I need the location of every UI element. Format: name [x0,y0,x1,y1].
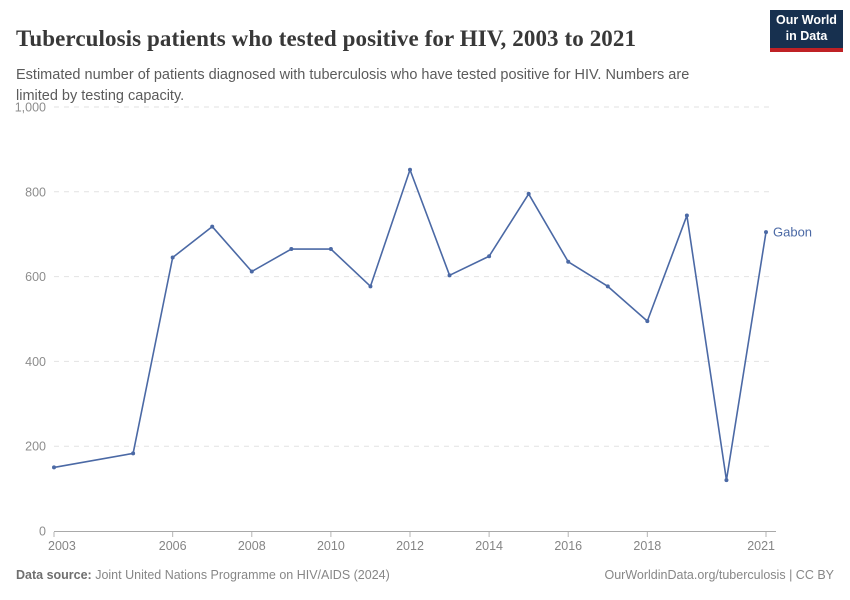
y-axis-tick-label: 0 [39,525,46,539]
entity-label[interactable]: Gabon [773,225,812,240]
owid-logo-line2: in Data [785,29,828,43]
attribution-note: OurWorldinData.org/tuberculosis | CC BY [604,568,834,582]
data-point-marker[interactable] [645,319,650,324]
line-chart-svg: 0 200 400 600 800 1,000 2003 2006 2008 2010 2012 20… [15,101,812,554]
data-point-marker[interactable] [408,167,412,172]
x-axis-tick-label: 2018 [633,539,661,553]
data-point-marker[interactable] [249,269,254,274]
owid-logo-accent-bar [770,48,843,52]
line-chart: 0 200 400 600 800 1,000 2003 2006 2008 2010 2012 20… [0,90,850,560]
data-point-marker[interactable] [210,224,215,229]
y-axis-tick-label: 800 [25,185,46,199]
x-axis-tick-label: 2021 [747,539,775,553]
owid-logo-line1: Our World [776,13,837,28]
data-point-marker[interactable] [724,478,729,483]
data-point-marker[interactable] [328,247,333,252]
chart-subtitle: Estimated number of patients diagnosed w… [16,66,690,104]
x-axis-tick-label: 2016 [554,539,582,553]
data-point-marker[interactable] [605,284,610,289]
chart-footer: Data source: Joint United Nations Progra… [16,568,834,582]
data-source-text: Joint United Nations Programme on HIV/AI… [91,568,390,582]
owid-logo[interactable]: Our World in Data [770,10,843,52]
license-label: CC BY [795,568,834,582]
data-point-marker[interactable] [52,465,56,470]
data-point-marker[interactable] [170,255,175,260]
data-point-marker[interactable] [131,451,136,456]
data-source-note: Data source: Joint United Nations Progra… [16,568,390,582]
footer-separator: | [785,568,796,582]
data-point-marker[interactable] [368,284,373,289]
data-point-marker[interactable] [487,254,492,259]
data-source-label: Data source: [16,568,92,582]
y-axis-tick-label: 1,000 [15,101,46,115]
x-axis-tick-label: 2012 [396,539,424,553]
data-point-marker[interactable] [447,273,452,278]
x-axis-tick-label: 2014 [475,539,503,553]
data-point-marker[interactable] [526,191,531,196]
y-axis-tick-label: 600 [25,270,46,284]
data-point-marker[interactable] [566,259,571,264]
data-point-marker[interactable] [684,213,689,218]
y-axis-tick-label: 200 [25,440,46,454]
x-axis-tick-label: 2008 [238,539,266,553]
data-point-marker[interactable] [289,247,294,252]
series-line[interactable] [53,168,767,481]
x-axis-tick-label: 2003 [48,539,76,553]
y-axis-tick-label: 400 [25,355,46,369]
owid-url-link[interactable]: OurWorldinData.org/tuberculosis [604,568,786,582]
data-point-marker[interactable] [764,230,768,235]
chart-title: Tuberculosis patients who tested positiv… [16,26,637,52]
x-axis-tick-label: 2010 [317,539,345,553]
x-axis-tick-label: 2006 [159,539,187,553]
